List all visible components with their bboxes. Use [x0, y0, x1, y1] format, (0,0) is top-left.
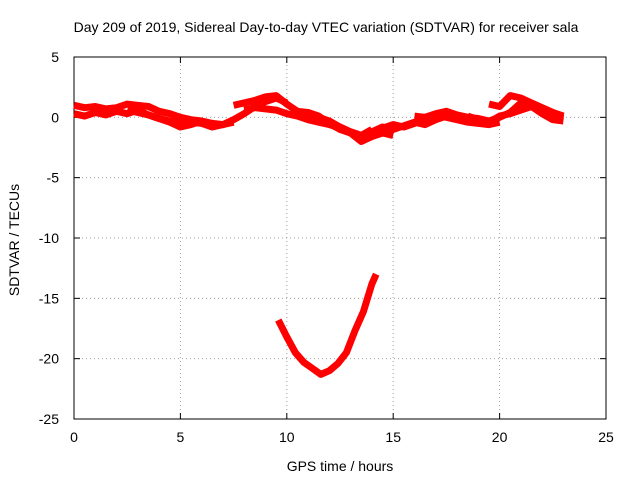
- series-line-sat-track-10: [466, 103, 564, 126]
- series-line-sat-track-11: [275, 272, 380, 378]
- y-tick-label: 0: [51, 109, 59, 125]
- y-tick-label: -10: [39, 230, 59, 246]
- y-tick-label: -5: [47, 170, 60, 186]
- x-tick-label: 10: [279, 429, 295, 445]
- y-axis-label: SDTVAR / TECUs: [6, 184, 22, 296]
- y-tick-label: 5: [51, 49, 59, 65]
- axis-ticks: 0 5 10 15 20 25 -25 -20 -15 -10 -5 0 5: [39, 49, 614, 445]
- x-tick-label: 5: [177, 429, 185, 445]
- x-tick-label: 0: [70, 429, 78, 445]
- y-tick-label: -15: [39, 290, 59, 306]
- x-axis-label: GPS time / hours: [287, 458, 394, 474]
- series-group: [73, 92, 565, 378]
- y-tick-label: -25: [39, 411, 59, 427]
- y-tick-label: -20: [39, 351, 59, 367]
- series-line-sat-track-5: [243, 104, 394, 145]
- x-tick-label: 25: [598, 429, 614, 445]
- chart-title: Day 209 of 2019, Sidereal Day-to-day VTE…: [74, 19, 579, 35]
- x-tick-label: 20: [492, 429, 508, 445]
- series-line-sat-track-3: [126, 94, 289, 131]
- series-line-sat-track-9: [488, 92, 565, 120]
- x-tick-label: 15: [385, 429, 401, 445]
